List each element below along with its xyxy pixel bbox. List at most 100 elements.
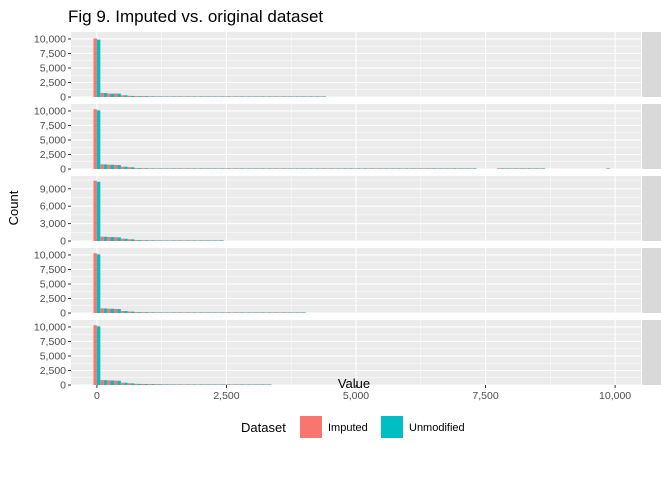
- bar-imputed: [175, 240, 179, 241]
- bar-imputed: [107, 164, 111, 169]
- bar-unmodified: [288, 96, 292, 97]
- bar-imputed: [243, 384, 248, 385]
- y-tick-label: 3,000: [40, 218, 66, 230]
- bar-unmodified: [165, 240, 169, 241]
- y-axis-title: Count: [6, 190, 21, 225]
- bar-unmodified: [220, 312, 224, 313]
- facet-strip: [642, 104, 661, 169]
- bars-vrdeck: [93, 325, 272, 385]
- bar-unmodified: [267, 384, 272, 385]
- bar-unmodified: [226, 168, 231, 169]
- bar-unmodified: [452, 168, 457, 169]
- bar-unmodified: [226, 312, 231, 313]
- bar-unmodified: [192, 312, 197, 313]
- bar-unmodified: [110, 380, 115, 385]
- bar-imputed: [209, 384, 214, 385]
- bar-unmodified: [96, 39, 101, 97]
- bar-unmodified: [151, 96, 156, 97]
- bar-unmodified: [165, 312, 169, 313]
- bars-foodcourt: [93, 38, 327, 97]
- facet-strip: [642, 320, 661, 385]
- x-tick-label: 0: [94, 390, 100, 402]
- bar-unmodified: [254, 312, 258, 313]
- bar-unmodified: [247, 384, 251, 385]
- bar-unmodified: [199, 168, 203, 169]
- bar-unmodified: [206, 384, 210, 385]
- bar-unmodified: [274, 96, 279, 97]
- bar-unmodified: [213, 96, 217, 97]
- x-tick-label: 5,000: [343, 390, 369, 402]
- bar-imputed: [319, 168, 323, 169]
- bar-unmodified: [281, 96, 286, 97]
- bar-unmodified: [185, 312, 190, 313]
- bar-imputed: [230, 312, 234, 313]
- bar-imputed: [134, 312, 138, 313]
- bar-unmodified: [137, 96, 142, 97]
- bar-unmodified: [117, 380, 121, 385]
- bar-imputed: [230, 96, 234, 97]
- bar-unmodified: [103, 236, 108, 241]
- bar-unmodified: [295, 312, 299, 313]
- bar-unmodified: [178, 312, 183, 313]
- bar-unmodified: [267, 96, 272, 97]
- bar-imputed: [168, 168, 173, 169]
- legend: Dataset Imputed Unmodified: [241, 416, 465, 438]
- bar-imputed: [435, 168, 439, 169]
- bar-unmodified: [165, 168, 169, 169]
- bar-imputed: [250, 168, 255, 169]
- bar-imputed: [196, 240, 200, 241]
- bar-imputed: [223, 96, 227, 97]
- bar-imputed: [114, 237, 118, 241]
- bar-unmodified: [165, 96, 169, 97]
- bar-imputed: [189, 168, 193, 169]
- bar-imputed: [120, 238, 125, 241]
- bar-imputed: [107, 236, 111, 241]
- bar-unmodified: [302, 312, 306, 313]
- bar-unmodified: [172, 168, 176, 169]
- bar-imputed: [401, 168, 405, 169]
- bar-imputed: [100, 164, 104, 169]
- bar-unmodified: [96, 254, 101, 313]
- bar-imputed: [291, 96, 296, 97]
- bar-unmodified: [144, 240, 149, 241]
- bar-unmodified: [247, 96, 251, 97]
- bar-unmodified: [267, 312, 272, 313]
- legend-label-unmodified: Unmodified: [409, 422, 465, 434]
- y-tick-label: 10,000: [34, 105, 66, 117]
- bar-unmodified: [240, 96, 244, 97]
- y-tick-label: 5,000: [40, 278, 66, 290]
- bar-unmodified: [432, 168, 436, 169]
- bar-unmodified: [131, 95, 135, 97]
- bar-imputed: [414, 168, 419, 169]
- bar-imputed: [517, 168, 521, 169]
- bar-imputed: [531, 168, 535, 169]
- bar-imputed: [202, 240, 207, 241]
- bar-imputed: [175, 384, 179, 385]
- bar-imputed: [161, 384, 166, 385]
- bar-imputed: [134, 383, 138, 385]
- bar-unmodified: [124, 95, 128, 97]
- bar-unmodified: [131, 167, 135, 169]
- bar-imputed: [312, 96, 316, 97]
- bar-unmodified: [220, 384, 224, 385]
- bar-unmodified: [172, 384, 176, 385]
- bar-unmodified: [110, 164, 115, 169]
- bar-imputed: [271, 96, 275, 97]
- bar-unmodified: [302, 168, 306, 169]
- bar-imputed: [380, 168, 385, 169]
- bar-imputed: [202, 312, 207, 313]
- bar-unmodified: [172, 312, 176, 313]
- facet-strip: [642, 176, 661, 241]
- x-axis-title: Value: [338, 376, 370, 391]
- legend-label-imputed: Imputed: [328, 422, 368, 434]
- bar-imputed: [100, 236, 104, 241]
- bar-imputed: [120, 166, 125, 169]
- bar-unmodified: [220, 96, 224, 97]
- bar-imputed: [182, 312, 186, 313]
- bar-unmodified: [404, 168, 409, 169]
- bar-imputed: [312, 168, 316, 169]
- bar-unmodified: [172, 96, 176, 97]
- bar-imputed: [216, 384, 221, 385]
- y-tick-label: 0: [60, 308, 66, 320]
